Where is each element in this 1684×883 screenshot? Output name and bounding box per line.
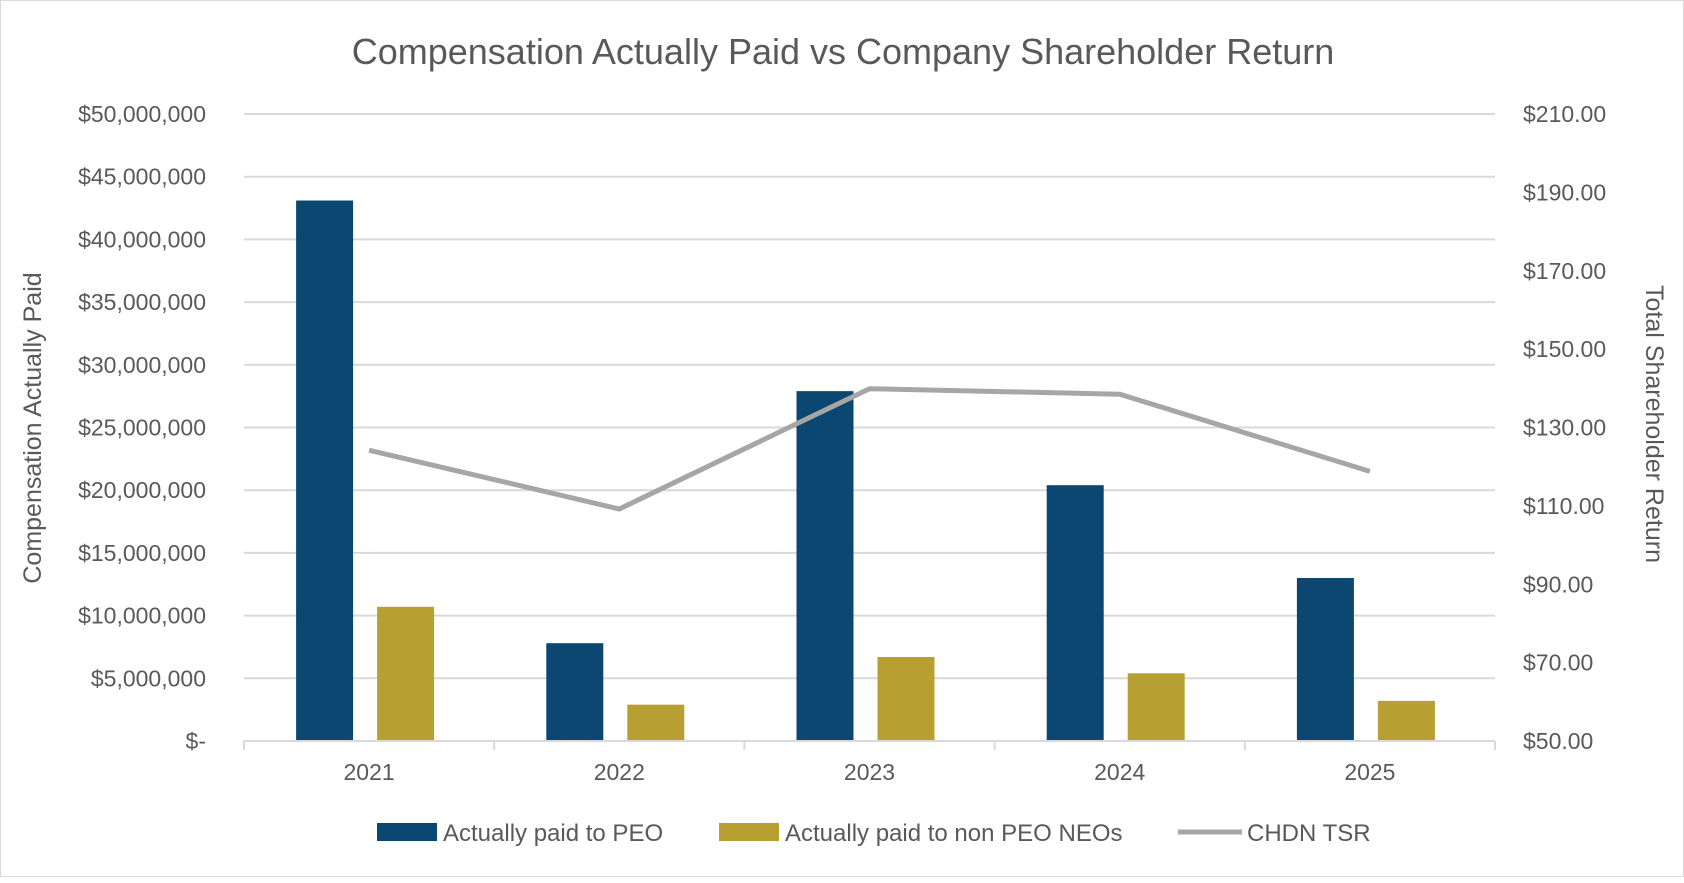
y2-tick-label: $70.00 xyxy=(1523,650,1593,676)
y2-tick-label: $90.00 xyxy=(1523,571,1593,597)
y-axis-label: Compensation Actually Paid xyxy=(19,272,47,583)
y2-tick-label: $210.00 xyxy=(1523,101,1606,127)
x-tick-label: 2023 xyxy=(844,759,895,785)
x-tick-label: 2025 xyxy=(1344,759,1395,785)
bar-actually-paid-to-peo-2022 xyxy=(546,643,603,741)
y-tick-label: $15,000,000 xyxy=(78,540,206,566)
bar-actually-paid-to-non-peo-neos-2021 xyxy=(377,607,434,741)
y-tick-label: $10,000,000 xyxy=(78,603,206,629)
bar-actually-paid-to-non-peo-neos-2022 xyxy=(627,705,684,741)
y-tick-label: $45,000,000 xyxy=(78,164,206,190)
y-tick-label: $25,000,000 xyxy=(78,415,206,441)
bar-actually-paid-to-peo-2023 xyxy=(797,391,854,741)
y2-tick-label: $110.00 xyxy=(1523,493,1604,519)
x-tick-label: 2024 xyxy=(1094,759,1145,785)
bar-actually-paid-to-non-peo-neos-2024 xyxy=(1128,673,1185,741)
y-tick-label: $30,000,000 xyxy=(78,352,206,378)
y-tick-label: $- xyxy=(186,728,206,754)
legend-label: CHDN TSR xyxy=(1247,820,1371,847)
legend-swatch xyxy=(377,823,437,841)
legend-label: Actually paid to non PEO NEOs xyxy=(785,820,1123,847)
y-tick-label: $35,000,000 xyxy=(78,289,206,315)
bar-actually-paid-to-peo-2024 xyxy=(1047,485,1104,741)
y2-tick-label: $150.00 xyxy=(1523,336,1606,362)
y-tick-label: $20,000,000 xyxy=(78,477,206,503)
y-tick-label: $5,000,000 xyxy=(91,665,206,691)
chart-title: Compensation Actually Paid vs Company Sh… xyxy=(352,31,1335,72)
bar-actually-paid-to-non-peo-neos-2025 xyxy=(1378,701,1435,741)
y2-axis-label: Total Shareholder Return xyxy=(1640,285,1668,563)
y2-tick-label: $130.00 xyxy=(1523,415,1606,441)
bar-actually-paid-to-peo-2021 xyxy=(296,201,353,741)
bar-actually-paid-to-peo-2025 xyxy=(1297,578,1354,741)
x-tick-label: 2022 xyxy=(594,759,645,785)
x-tick-label: 2021 xyxy=(344,759,395,785)
bar-actually-paid-to-non-peo-neos-2023 xyxy=(878,657,935,741)
y2-tick-label: $170.00 xyxy=(1523,258,1606,284)
legend-swatch xyxy=(719,823,779,841)
legend-label: Actually paid to PEO xyxy=(443,820,663,847)
y2-tick-label: $50.00 xyxy=(1523,728,1593,754)
y-tick-label: $50,000,000 xyxy=(78,101,206,127)
y-tick-label: $40,000,000 xyxy=(78,226,206,252)
y2-tick-label: $190.00 xyxy=(1523,179,1606,205)
